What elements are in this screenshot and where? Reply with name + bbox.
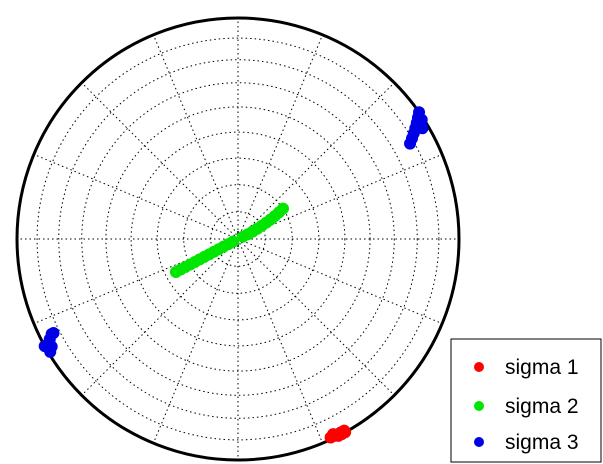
point-sigma-1 xyxy=(324,431,337,444)
grid-ring-40 xyxy=(105,106,371,372)
point-sigma-3 xyxy=(416,122,429,135)
primitive-circle xyxy=(15,16,461,462)
legend-marker-sigma-1 xyxy=(474,362,484,372)
series-sigma-2 xyxy=(169,202,289,279)
grid-ring-50 xyxy=(130,131,346,347)
legend-marker-sigma-3 xyxy=(474,437,484,447)
grid-spoke xyxy=(81,238,239,396)
legend-marker-sigma-2 xyxy=(474,401,484,411)
grid-spoke xyxy=(152,34,239,240)
grid-spoke xyxy=(237,34,324,240)
legend-label-sigma-2: sigma 2 xyxy=(505,395,579,418)
data-points xyxy=(38,106,429,444)
grid-spoke xyxy=(237,238,395,396)
series-sigma-1 xyxy=(324,424,352,444)
grid-spoke xyxy=(152,238,239,444)
point-sigma-3 xyxy=(47,327,60,340)
grid-spoke xyxy=(33,153,239,240)
grid-spoke xyxy=(237,82,395,240)
legend-label-sigma-1: sigma 1 xyxy=(505,356,579,379)
point-sigma-3 xyxy=(404,137,417,150)
grid-spoke xyxy=(237,238,324,444)
point-sigma-3 xyxy=(45,340,58,353)
grid-ring-30 xyxy=(81,82,395,396)
series-sigma-3 xyxy=(38,106,429,358)
legend-label-sigma-3: sigma 3 xyxy=(505,431,579,454)
point-sigma-2 xyxy=(236,230,249,243)
grid-spoke xyxy=(81,82,239,240)
legend: sigma 1 sigma 2 sigma 3 xyxy=(450,338,602,463)
grid-spoke xyxy=(237,238,443,325)
point-sigma-2 xyxy=(169,266,182,279)
grid-ring-10 xyxy=(36,37,440,441)
grid-ring-20 xyxy=(58,59,418,419)
grid-ring-60 xyxy=(156,157,320,321)
